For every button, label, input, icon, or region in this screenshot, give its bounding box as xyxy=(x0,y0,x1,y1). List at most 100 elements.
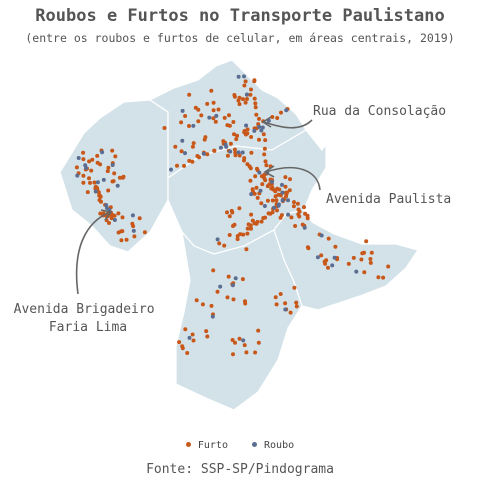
furto-point xyxy=(205,334,210,339)
roubo-point xyxy=(354,269,359,274)
roubo-point xyxy=(93,189,98,194)
furto-point xyxy=(289,215,294,220)
annotation-paulista: Avenida Paulista xyxy=(326,192,451,207)
furto-point xyxy=(253,174,258,179)
furto-point xyxy=(92,180,97,185)
roubo-point xyxy=(257,124,262,129)
furto-point xyxy=(255,195,260,200)
furto-point xyxy=(253,101,258,106)
furto-point xyxy=(232,147,237,152)
furto-point xyxy=(209,88,214,93)
furto-point xyxy=(212,148,217,153)
furto-point xyxy=(222,115,227,120)
roubo-point xyxy=(280,198,285,203)
annotation-faria-lima: Avenida Brigadeiro Faria Lima xyxy=(14,302,163,335)
furto-point xyxy=(359,257,364,262)
roubo-point xyxy=(284,108,289,113)
furto-point xyxy=(106,165,111,170)
furto-point xyxy=(183,114,188,118)
furto-point xyxy=(199,113,204,118)
furto-point xyxy=(190,159,195,164)
furto-point xyxy=(278,215,283,220)
furto-point xyxy=(248,223,253,228)
furto-point xyxy=(81,173,86,178)
furto-point xyxy=(209,303,214,308)
furto-point xyxy=(376,275,381,280)
consolacao-arrow xyxy=(263,119,313,129)
furto-point xyxy=(263,138,268,143)
furto-point xyxy=(231,297,236,302)
furto-point xyxy=(294,300,299,305)
roubo-point xyxy=(230,283,235,288)
furto-point xyxy=(253,105,258,110)
furto-point xyxy=(319,253,324,258)
furto-point xyxy=(81,150,86,155)
furto-point xyxy=(110,148,115,153)
furto-point xyxy=(302,205,306,210)
furto-point xyxy=(275,116,280,120)
furto-point xyxy=(180,344,185,349)
furto-point xyxy=(232,132,236,137)
furto-point xyxy=(242,130,247,135)
furto-point xyxy=(270,198,275,203)
furto-point xyxy=(262,146,267,151)
furto-point xyxy=(284,194,289,199)
furto-point xyxy=(283,175,288,180)
roubo-point xyxy=(75,173,80,178)
furto-point xyxy=(270,115,275,119)
roubo-point xyxy=(276,202,281,207)
furto-point xyxy=(257,116,261,121)
legend-item-furto: Furto xyxy=(185,440,228,451)
furto-point xyxy=(260,182,265,187)
furto-point xyxy=(249,212,254,217)
furto-point xyxy=(245,131,250,136)
chart-title: Roubos e Furtos no Transporte Paulistano xyxy=(35,6,445,26)
furto-point xyxy=(255,166,259,171)
roubo-point xyxy=(131,228,136,233)
roubo-point xyxy=(207,115,212,120)
furto-point xyxy=(142,230,147,235)
furto-point xyxy=(283,190,288,195)
furto-point xyxy=(364,239,369,244)
furto-point xyxy=(233,153,238,158)
roubo-point xyxy=(130,213,135,218)
furto-point xyxy=(227,123,232,128)
furto-point xyxy=(117,175,122,180)
furto-point xyxy=(249,150,254,155)
furto-point xyxy=(182,163,186,168)
legend-swatch-roubo xyxy=(252,441,258,447)
furto-point xyxy=(190,144,195,149)
furto-point xyxy=(211,268,216,273)
furto-point xyxy=(266,211,271,216)
furto-point xyxy=(179,149,184,154)
furto-point xyxy=(111,179,116,184)
furto-point xyxy=(283,301,288,306)
roubo-point xyxy=(101,177,106,182)
furto-point xyxy=(235,133,240,138)
furto-point xyxy=(227,113,231,118)
furto-point xyxy=(248,166,253,171)
faria-lima-arrowhead xyxy=(100,209,113,221)
roubo-point xyxy=(260,125,265,130)
furto-point xyxy=(362,270,367,275)
roubo-point xyxy=(112,218,117,222)
furto-point xyxy=(235,237,240,242)
furto-point xyxy=(326,265,330,270)
furto-point xyxy=(300,222,305,227)
furto-point xyxy=(351,255,356,260)
furto-point xyxy=(245,231,250,236)
furto-point xyxy=(183,327,188,332)
furto-point xyxy=(237,206,242,211)
furto-point xyxy=(95,153,100,158)
legend: Furto Roubo xyxy=(0,440,480,451)
furto-point xyxy=(263,178,268,183)
furto-point xyxy=(215,289,220,294)
furto-point xyxy=(120,215,125,220)
roubo-point xyxy=(257,170,262,175)
roubo-point xyxy=(330,263,335,268)
furto-point xyxy=(225,153,230,158)
furto-point xyxy=(381,275,386,280)
roubo-point xyxy=(262,204,267,208)
furto-point xyxy=(81,180,86,185)
